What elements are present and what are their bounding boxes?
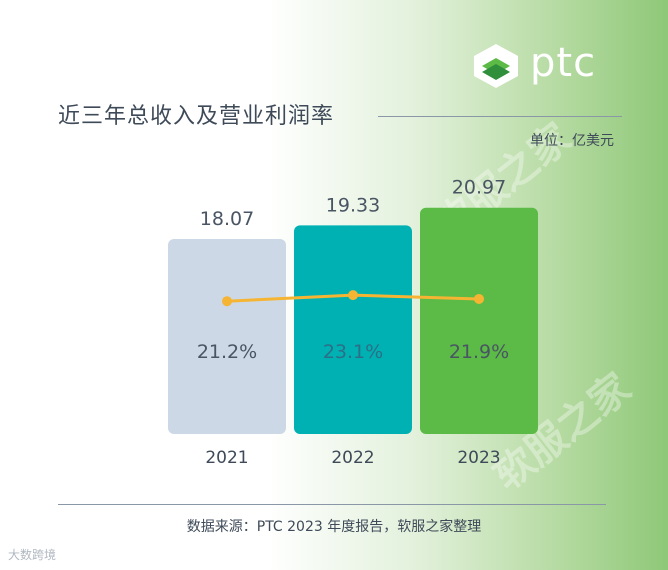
unit-label: 单位：亿美元 [530,133,614,149]
footer-divider [58,504,606,505]
margin-label-2022: 23.1% [323,341,383,363]
value-label-2022: 19.33 [326,194,380,216]
value-label-2023: 20.97 [452,177,506,199]
margin-label-2021: 21.2% [197,341,257,363]
margin-point-2022 [348,290,358,301]
bar-2021 [168,239,286,434]
ptc-logo-text: ptc [530,40,597,86]
page-title: 近三年总收入及营业利润率 [58,104,335,129]
bar-2023 [420,207,538,434]
x-tick-2023: 2023 [457,448,500,468]
margin-point-2021 [222,296,232,307]
value-label-2021: 18.07 [200,208,254,230]
source-note: 数据来源：PTC 2023 年度报告，软服之家整理 [186,519,482,535]
title-divider [378,116,622,117]
margin-point-2023 [474,293,484,304]
corner-watermark: 大数跨境 [8,548,57,562]
x-tick-2022: 2022 [331,448,374,468]
bar-2022 [294,225,412,434]
x-tick-2021: 2021 [205,448,248,468]
margin-label-2023: 21.9% [449,341,509,363]
ptc-logo-icon [474,44,518,88]
